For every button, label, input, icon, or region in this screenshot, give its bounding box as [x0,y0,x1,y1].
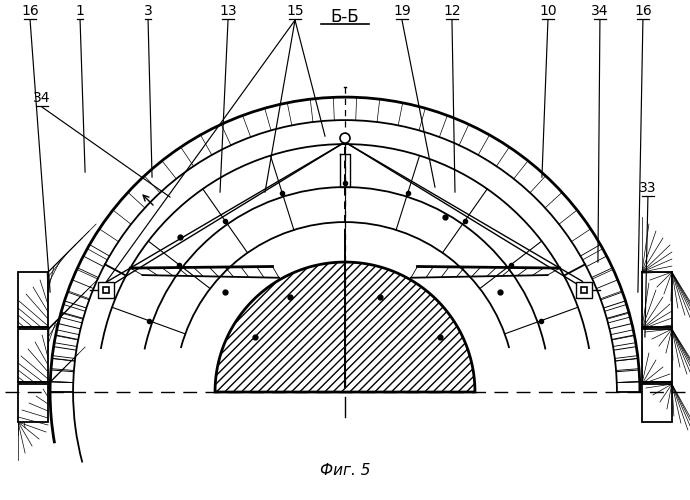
Text: 3: 3 [144,4,152,18]
Text: 34: 34 [591,4,609,18]
Text: 16: 16 [634,4,652,18]
Text: 15: 15 [286,4,304,18]
Text: Б-Б: Б-Б [331,8,359,26]
Bar [18,329,48,382]
Bar [642,272,672,327]
Text: 13: 13 [219,4,237,18]
Circle shape [340,133,350,143]
Bar [98,282,114,298]
Bar [18,384,48,422]
Bar [642,329,672,382]
Bar [642,384,672,422]
Text: 12: 12 [443,4,461,18]
Text: 33: 33 [639,181,657,195]
Text: 1: 1 [76,4,84,18]
Bar [18,272,48,327]
Polygon shape [215,262,475,392]
Text: 19: 19 [393,4,411,18]
Text: 10: 10 [539,4,557,18]
Text: 16: 16 [21,4,39,18]
Bar [576,282,592,298]
Text: Фиг. 5: Фиг. 5 [319,463,371,478]
Text: 34: 34 [33,91,51,105]
